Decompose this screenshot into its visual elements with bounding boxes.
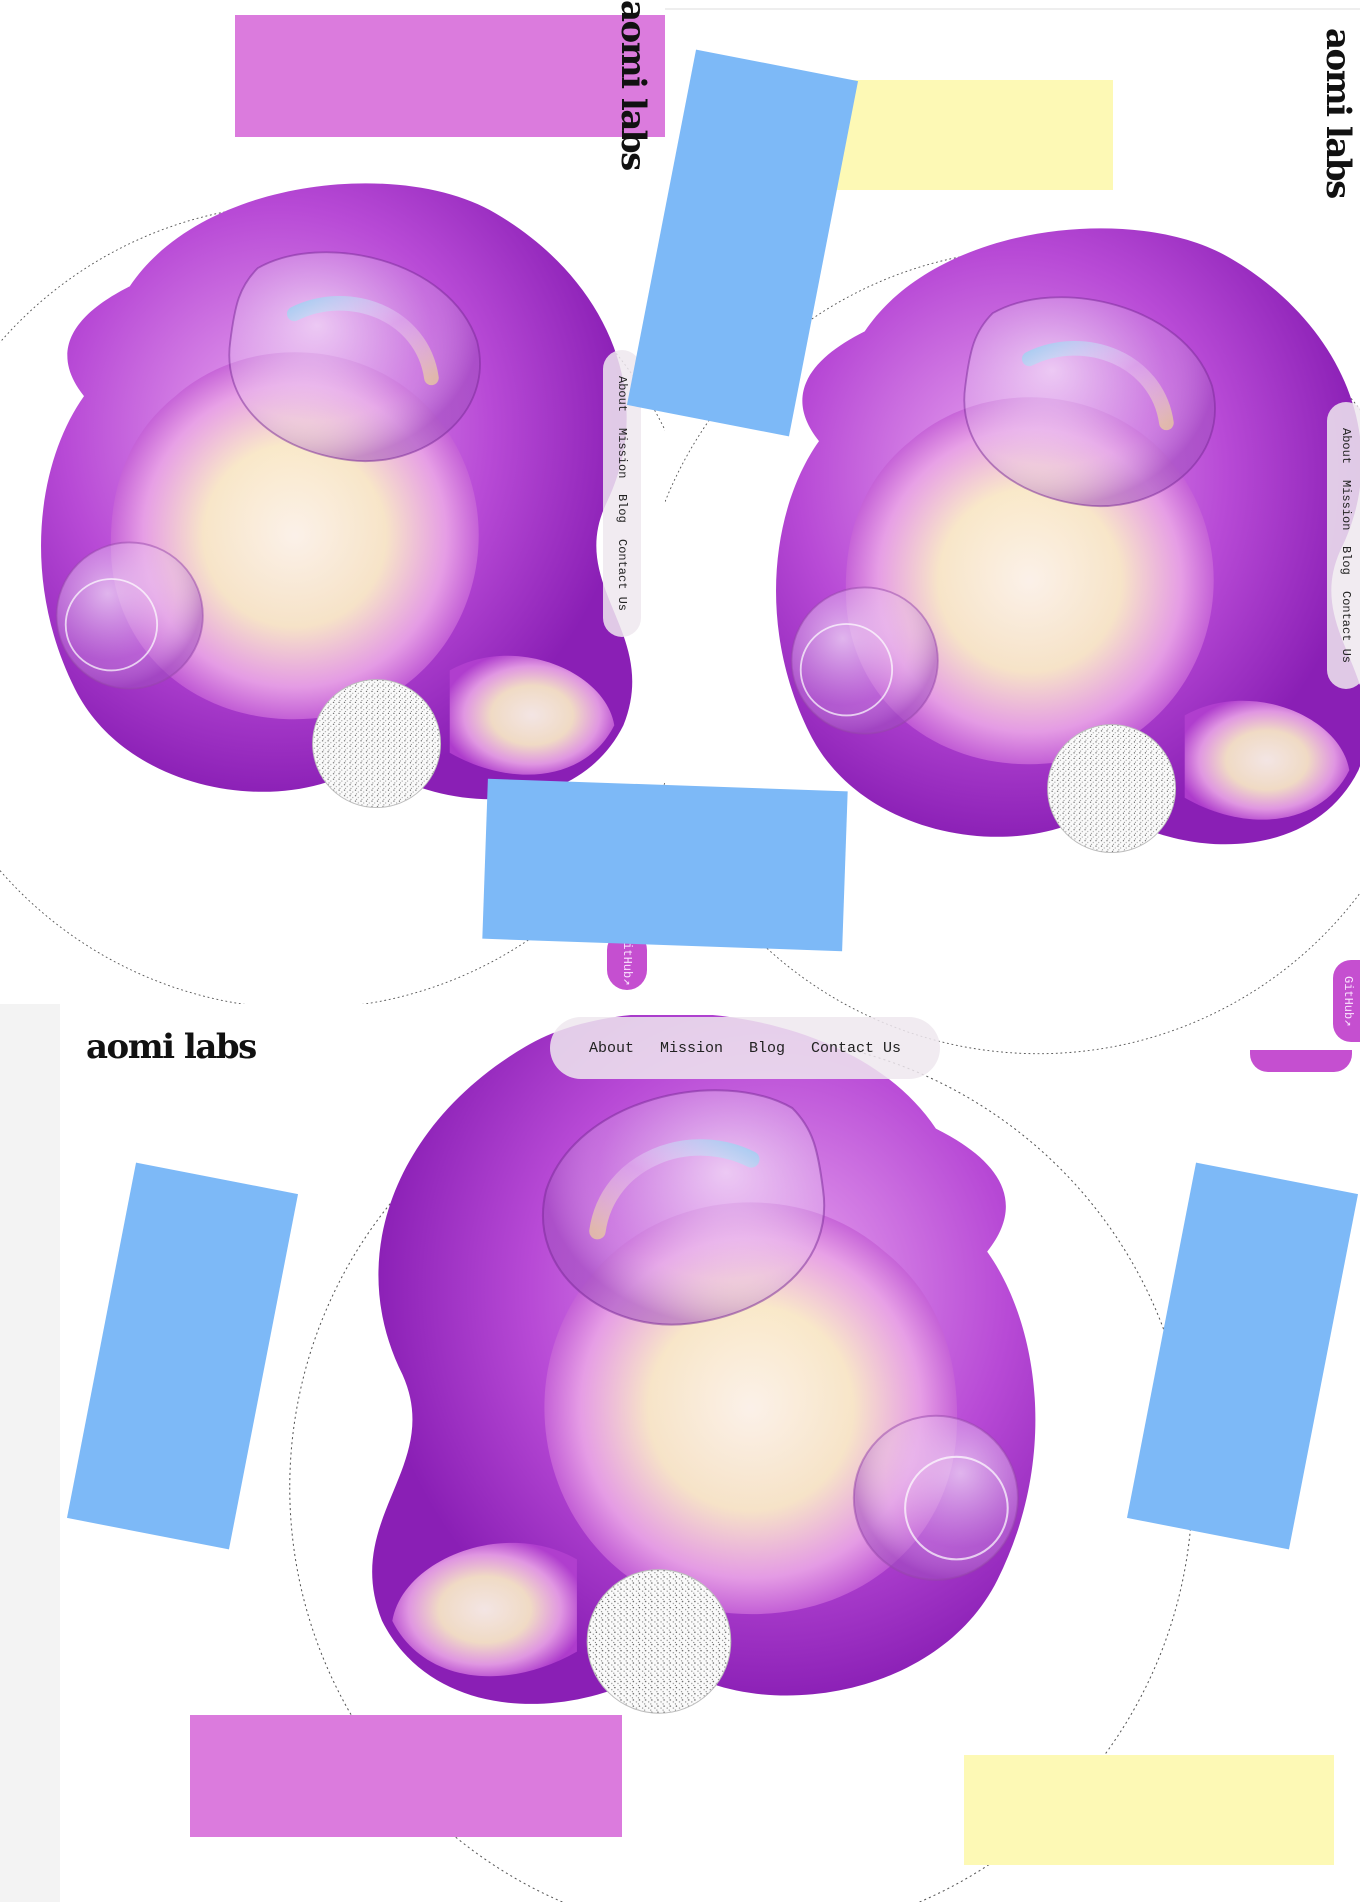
nav-bar-vertical: About Mission Blog Contact Us — [1327, 402, 1360, 690]
yellow-block — [964, 1755, 1334, 1865]
nav-item-about[interactable]: About — [1339, 428, 1353, 465]
iridescent-blob-art — [250, 1015, 1150, 1785]
blue-block-right — [1126, 1162, 1359, 1550]
blue-block-wide — [482, 778, 848, 952]
magenta-block — [235, 15, 665, 137]
nav-item-about[interactable]: About — [615, 376, 629, 413]
nav-item-mission[interactable]: Mission — [660, 1039, 724, 1057]
nav-item-blog[interactable]: Blog — [749, 1039, 786, 1057]
logo[interactable]: aomi labs — [86, 1027, 257, 1067]
nav-item-mission[interactable]: Mission — [1339, 480, 1353, 531]
logo-vertical[interactable]: aomi labs — [1318, 28, 1358, 198]
nav-item-blog[interactable]: Blog — [1339, 546, 1353, 576]
nav-bar-vertical: About Mission Blog Contact Us — [603, 350, 641, 638]
magenta-block — [190, 1715, 622, 1837]
preview-panel-bottom: aomi labs About Mission Blog Contact Us — [60, 1015, 1360, 1902]
nav-item-contact-us[interactable]: Contact Us — [615, 539, 629, 612]
nav-item-mission[interactable]: Mission — [615, 428, 629, 479]
github-button[interactable]: GitHub↗ — [1333, 960, 1360, 1042]
magenta-tab — [1250, 1050, 1352, 1072]
nav-item-contact-us[interactable]: Contact Us — [811, 1039, 902, 1057]
preview-panel-top-left: aomi labs About Mission Blog Contact Us … — [0, 0, 665, 1004]
nav-item-about[interactable]: About — [589, 1039, 635, 1057]
page-gutter — [0, 1004, 60, 1902]
nav-item-contact-us[interactable]: Contact Us — [1339, 591, 1353, 664]
logo-vertical[interactable]: aomi labs — [613, 0, 653, 170]
nav-item-blog[interactable]: Blog — [615, 494, 629, 524]
nav-bar: About Mission Blog Contact Us — [550, 1017, 941, 1079]
